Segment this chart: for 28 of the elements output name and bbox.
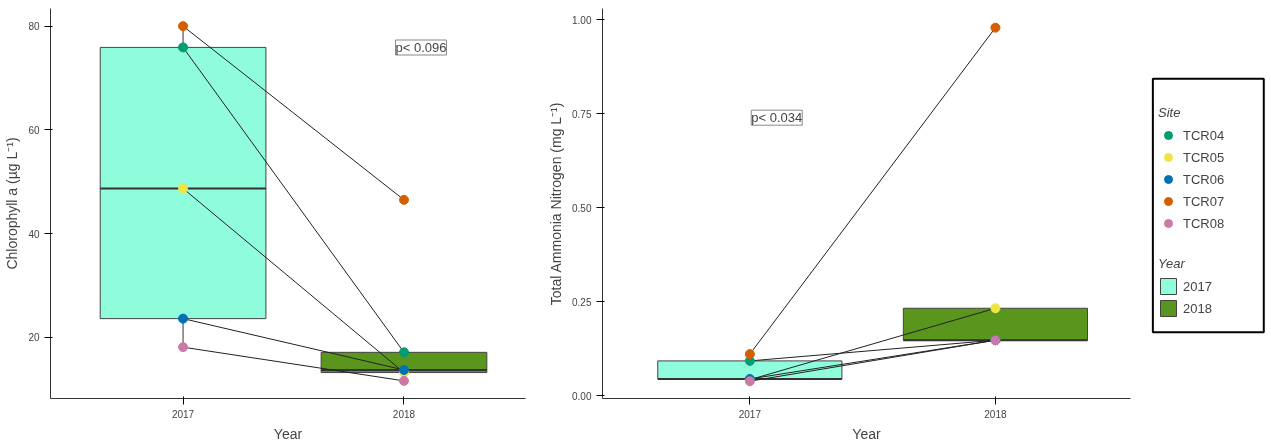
y-tick-label: 0.00 xyxy=(572,390,592,402)
y-tick-label: 80 xyxy=(28,21,40,33)
legend-label: TCR07 xyxy=(1183,193,1225,209)
y-tick-label: 60 xyxy=(28,124,40,136)
legend-label: TCR06 xyxy=(1183,171,1225,187)
y-tick-label: 0.50 xyxy=(572,202,592,214)
x-axis-title: Year xyxy=(852,425,881,442)
legend-label: 2017 xyxy=(1183,278,1212,294)
x-tick-label: 2018 xyxy=(984,408,1007,420)
x-tick-label: 2017 xyxy=(738,408,762,420)
x-axis-title: Year xyxy=(273,425,303,442)
legend-label: 2018 xyxy=(1183,300,1212,316)
x-tick-label: 2018 xyxy=(392,408,416,420)
y-tick-label: 0.25 xyxy=(572,296,592,308)
annotation: p< 0.034 xyxy=(751,110,803,126)
y-tick-label: 0.75 xyxy=(572,108,592,120)
legend-label: TCR04 xyxy=(1183,127,1225,143)
legend-label: TCR05 xyxy=(1183,149,1225,165)
y-tick-label: 40 xyxy=(28,228,40,240)
y-axis-title: Chlorophyll a (µg L⁻¹) xyxy=(4,137,21,270)
x-tick-label: 2017 xyxy=(171,408,195,420)
y-axis-title: Total Ammonia Nitrogen (mg L⁻¹) xyxy=(548,102,565,306)
y-tick-label: 20 xyxy=(28,332,40,344)
y-tick-label: 1.00 xyxy=(572,14,592,26)
annotation: p< 0.096 xyxy=(395,40,447,55)
text: Site xyxy=(1158,105,1181,120)
legend-label: TCR08 xyxy=(1183,215,1225,231)
text: Year xyxy=(1158,256,1185,271)
